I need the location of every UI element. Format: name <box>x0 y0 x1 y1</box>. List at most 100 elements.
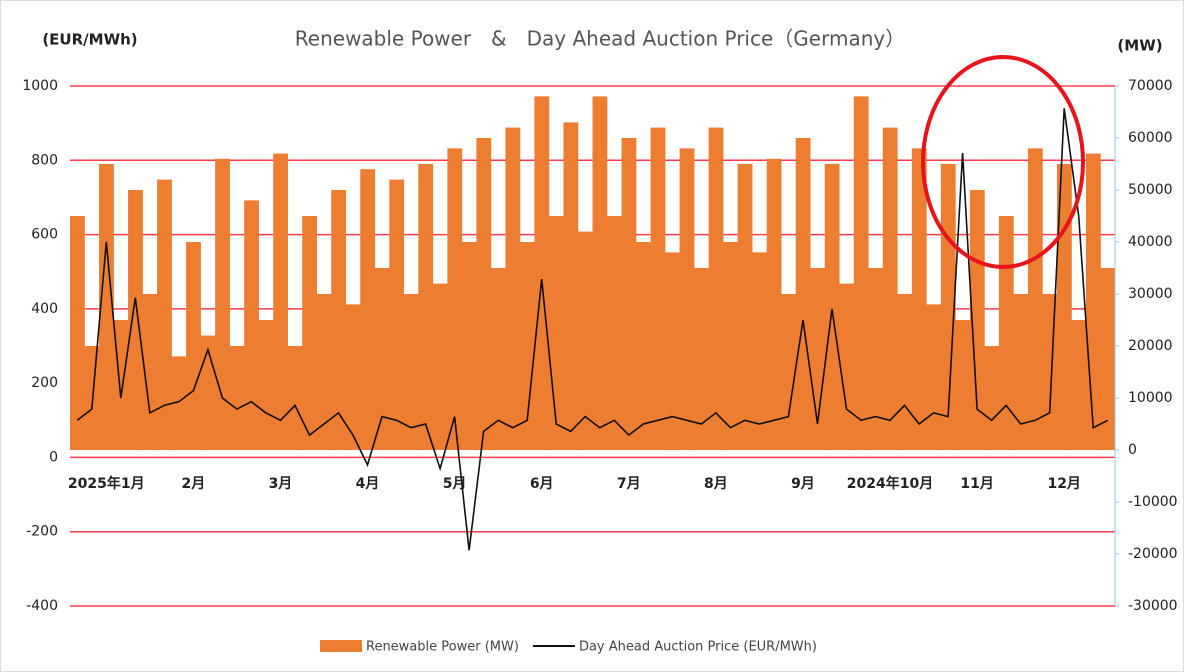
bar <box>897 294 913 450</box>
x-tick-label: 12月 <box>1047 476 1080 492</box>
bar <box>563 122 579 451</box>
y2-tick-label: 0 <box>1128 442 1137 458</box>
bar <box>984 346 1000 450</box>
bar <box>882 127 898 450</box>
bar <box>476 138 492 450</box>
x-tick-label: 2025年1月 <box>68 475 145 492</box>
bar <box>374 268 390 450</box>
bar <box>548 216 564 450</box>
bar <box>636 242 651 450</box>
chart-title: Renewable Power & Day Ahead Auction Pric… <box>295 27 905 51</box>
bar <box>998 216 1014 450</box>
bar <box>447 148 463 450</box>
y2-tick-label: -30000 <box>1128 598 1178 614</box>
bar <box>229 346 245 450</box>
bar <box>403 294 419 450</box>
bar <box>157 179 172 450</box>
bar <box>1071 320 1087 450</box>
x-tick-label: 9月 <box>791 476 815 492</box>
x-tick-label: 11月 <box>960 476 993 492</box>
bar <box>650 127 666 450</box>
y2-tick-label: 40000 <box>1128 234 1173 250</box>
x-tick-label: 7月 <box>617 476 641 492</box>
bar <box>186 242 201 450</box>
bar <box>505 127 521 450</box>
y-tick-label: 200 <box>31 375 58 391</box>
y-tick-label: 1000 <box>22 78 58 94</box>
x-tick-label: 4月 <box>356 476 380 492</box>
bar <box>824 164 840 450</box>
bar <box>302 216 318 450</box>
bar <box>70 216 85 450</box>
y2-tick-label: 50000 <box>1128 182 1173 198</box>
bar <box>911 148 927 450</box>
bar <box>534 96 550 451</box>
bar <box>694 268 709 450</box>
legend-label: Day Ahead Auction Price (EUR/MWh) <box>579 640 817 655</box>
y-axis-label: (EUR/MWh) <box>42 31 137 49</box>
bar <box>853 96 869 451</box>
bar <box>839 283 855 450</box>
bar <box>331 190 347 450</box>
y2-tick-label: 20000 <box>1128 338 1173 354</box>
y2-tick-label: 70000 <box>1128 78 1173 94</box>
bar <box>389 179 405 450</box>
x-tick-label: 5月 <box>443 476 467 492</box>
legend-swatch <box>320 640 362 652</box>
bar <box>244 200 259 450</box>
bar <box>781 294 796 450</box>
y-tick-label: -200 <box>26 524 58 540</box>
bar <box>592 96 608 451</box>
bar <box>1013 294 1029 450</box>
bar <box>490 268 506 450</box>
y2-tick-label: -20000 <box>1128 546 1178 562</box>
bar <box>273 153 289 450</box>
bar <box>810 268 826 450</box>
bar <box>969 190 985 450</box>
y-tick-label: 600 <box>31 227 58 243</box>
bar <box>461 242 477 450</box>
y2-tick-label: 10000 <box>1128 390 1173 406</box>
bar <box>926 304 942 450</box>
bar <box>665 252 680 450</box>
bar <box>360 169 376 450</box>
bar <box>752 252 767 450</box>
bar <box>723 242 738 450</box>
y-tick-label: 400 <box>31 301 58 317</box>
bar <box>1027 148 1043 450</box>
x-tick-label: 6月 <box>530 476 554 492</box>
bar <box>171 356 187 450</box>
bar <box>621 138 637 450</box>
bar <box>795 138 811 450</box>
bar <box>287 346 303 450</box>
x-tick-label: 8月 <box>704 476 728 492</box>
bar <box>607 216 622 450</box>
bar <box>215 158 230 451</box>
y2-tick-label: 60000 <box>1128 130 1173 146</box>
bar <box>1085 153 1101 450</box>
x-tick-label: 3月 <box>269 476 293 492</box>
bar <box>737 164 753 450</box>
y2-tick-label: -10000 <box>1128 494 1178 510</box>
bar <box>418 164 434 450</box>
y-tick-label: 0 <box>49 449 58 465</box>
price-line <box>76 108 1109 551</box>
bar <box>432 283 448 450</box>
x-tick-label: 2024年10月 <box>847 475 933 492</box>
bar <box>345 304 361 450</box>
highlight-ellipse <box>921 55 1085 269</box>
bar <box>766 158 782 451</box>
bar <box>84 346 100 450</box>
legend-label: Renewable Power (MW) <box>366 640 519 655</box>
y2-axis-label: (MW) <box>1117 37 1162 55</box>
bar <box>577 231 593 450</box>
bar <box>128 190 143 450</box>
bar <box>868 268 884 450</box>
bar <box>519 242 535 450</box>
y-tick-label: 800 <box>31 152 58 168</box>
bar <box>955 320 971 450</box>
y-tick-label: -400 <box>26 598 58 614</box>
bar <box>679 148 695 450</box>
bar <box>258 320 274 450</box>
